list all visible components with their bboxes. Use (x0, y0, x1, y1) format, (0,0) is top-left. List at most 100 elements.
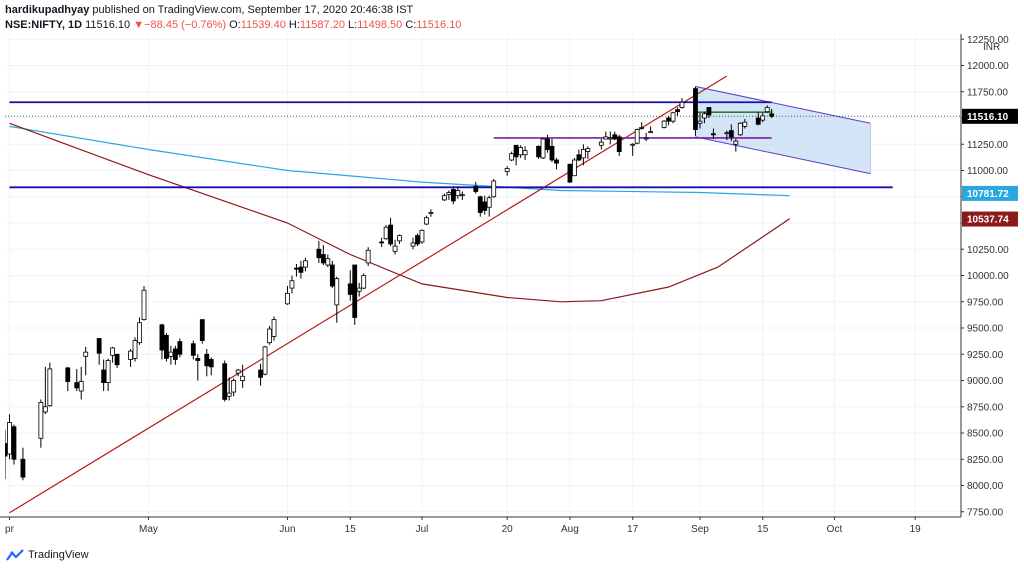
candle (603, 131, 609, 140)
candle-body (199, 319, 205, 342)
candle (20, 447, 26, 481)
candle-body (262, 346, 268, 375)
candle-body (164, 334, 169, 359)
candle (504, 166, 510, 176)
candle (567, 163, 573, 184)
candle (240, 364, 246, 388)
candle-body (513, 144, 519, 158)
high-label: H: (288, 19, 300, 31)
candle-body (128, 350, 133, 360)
candle-body (486, 197, 492, 208)
candle-body (536, 145, 541, 158)
candle (159, 323, 165, 360)
candle-body (38, 402, 44, 439)
candle (616, 134, 622, 156)
candle-body (598, 141, 604, 146)
candle-body (65, 367, 71, 382)
candle-body (267, 328, 272, 344)
author-name[interactable]: hardikupadhyay (5, 4, 90, 16)
candle (424, 215, 429, 226)
candle-body (74, 382, 80, 389)
candle-body (141, 289, 147, 321)
candle-body (549, 145, 555, 161)
candle (513, 144, 519, 166)
y-tick-label: 8250.00 (967, 455, 1004, 466)
candle-body (334, 278, 340, 306)
candle-body (383, 226, 389, 240)
candle (177, 338, 183, 358)
candle-body (737, 122, 743, 136)
candle-body (302, 260, 308, 268)
candle (334, 276, 340, 323)
candle (446, 190, 452, 200)
candle-body (240, 375, 246, 381)
candle-body (675, 109, 680, 113)
candle-body (702, 113, 707, 119)
candle (679, 98, 685, 109)
candle-body (298, 266, 304, 273)
candle (222, 360, 228, 402)
candle (737, 122, 743, 136)
candle-body (96, 338, 102, 354)
y-tick-label: 12000.00 (967, 61, 1009, 72)
candle (78, 366, 84, 400)
candle (195, 354, 201, 381)
candle-body (450, 188, 456, 202)
tradingview-footer[interactable]: TradingView (6, 548, 89, 562)
candle (361, 273, 367, 290)
candle (473, 182, 479, 194)
candle-body (424, 217, 429, 225)
candle (419, 229, 425, 244)
candle (128, 349, 133, 367)
candle (607, 131, 613, 145)
candle-body (693, 88, 698, 130)
low-value: 11498.50 (357, 19, 403, 31)
candle-body (83, 351, 89, 357)
candle-body (379, 241, 385, 244)
candle-body (195, 358, 201, 361)
x-tick-label: Sep (691, 524, 709, 535)
candle-body (634, 129, 640, 144)
candle-body (639, 127, 645, 129)
candle-body (352, 264, 358, 318)
candle-body (231, 380, 237, 393)
candle-body (724, 132, 730, 135)
candle-body (580, 149, 586, 159)
candle-body (711, 133, 716, 136)
candle (455, 186, 461, 199)
high-value: 11587.20 (299, 19, 345, 31)
candle (298, 260, 304, 279)
candle (74, 368, 80, 391)
candle-body (482, 201, 488, 211)
candle-body (441, 195, 447, 201)
candle (639, 122, 645, 130)
candle (711, 128, 716, 139)
candle-body (769, 113, 775, 117)
candle-body (733, 140, 739, 145)
candle-body (473, 185, 479, 192)
candle-body (477, 196, 483, 213)
x-tick-label: 15 (345, 524, 357, 535)
candle (441, 193, 447, 201)
candle (137, 317, 142, 345)
candle (522, 146, 528, 160)
y-tick-label: 8000.00 (967, 481, 1004, 492)
candle (630, 143, 636, 156)
y-tick-label: 8500.00 (967, 429, 1004, 440)
candle-body (235, 369, 241, 374)
open-value: 11539.40 (240, 19, 286, 31)
open-label: O: (229, 19, 241, 31)
candle-body (630, 143, 636, 146)
symbol-label[interactable]: NSE:NIFTY, 1D (5, 19, 83, 31)
y-tick-label: 9500.00 (967, 324, 1004, 335)
candle (316, 240, 322, 263)
y-tick-label: 12250.00 (967, 35, 1009, 46)
candle (693, 86, 698, 136)
published-text: published on TradingView.com, September … (92, 4, 414, 16)
y-tick-label: 9000.00 (967, 376, 1004, 387)
x-tick-label: May (139, 524, 158, 535)
candle-body (603, 136, 609, 140)
candle (325, 254, 331, 268)
candle-body (679, 101, 685, 108)
